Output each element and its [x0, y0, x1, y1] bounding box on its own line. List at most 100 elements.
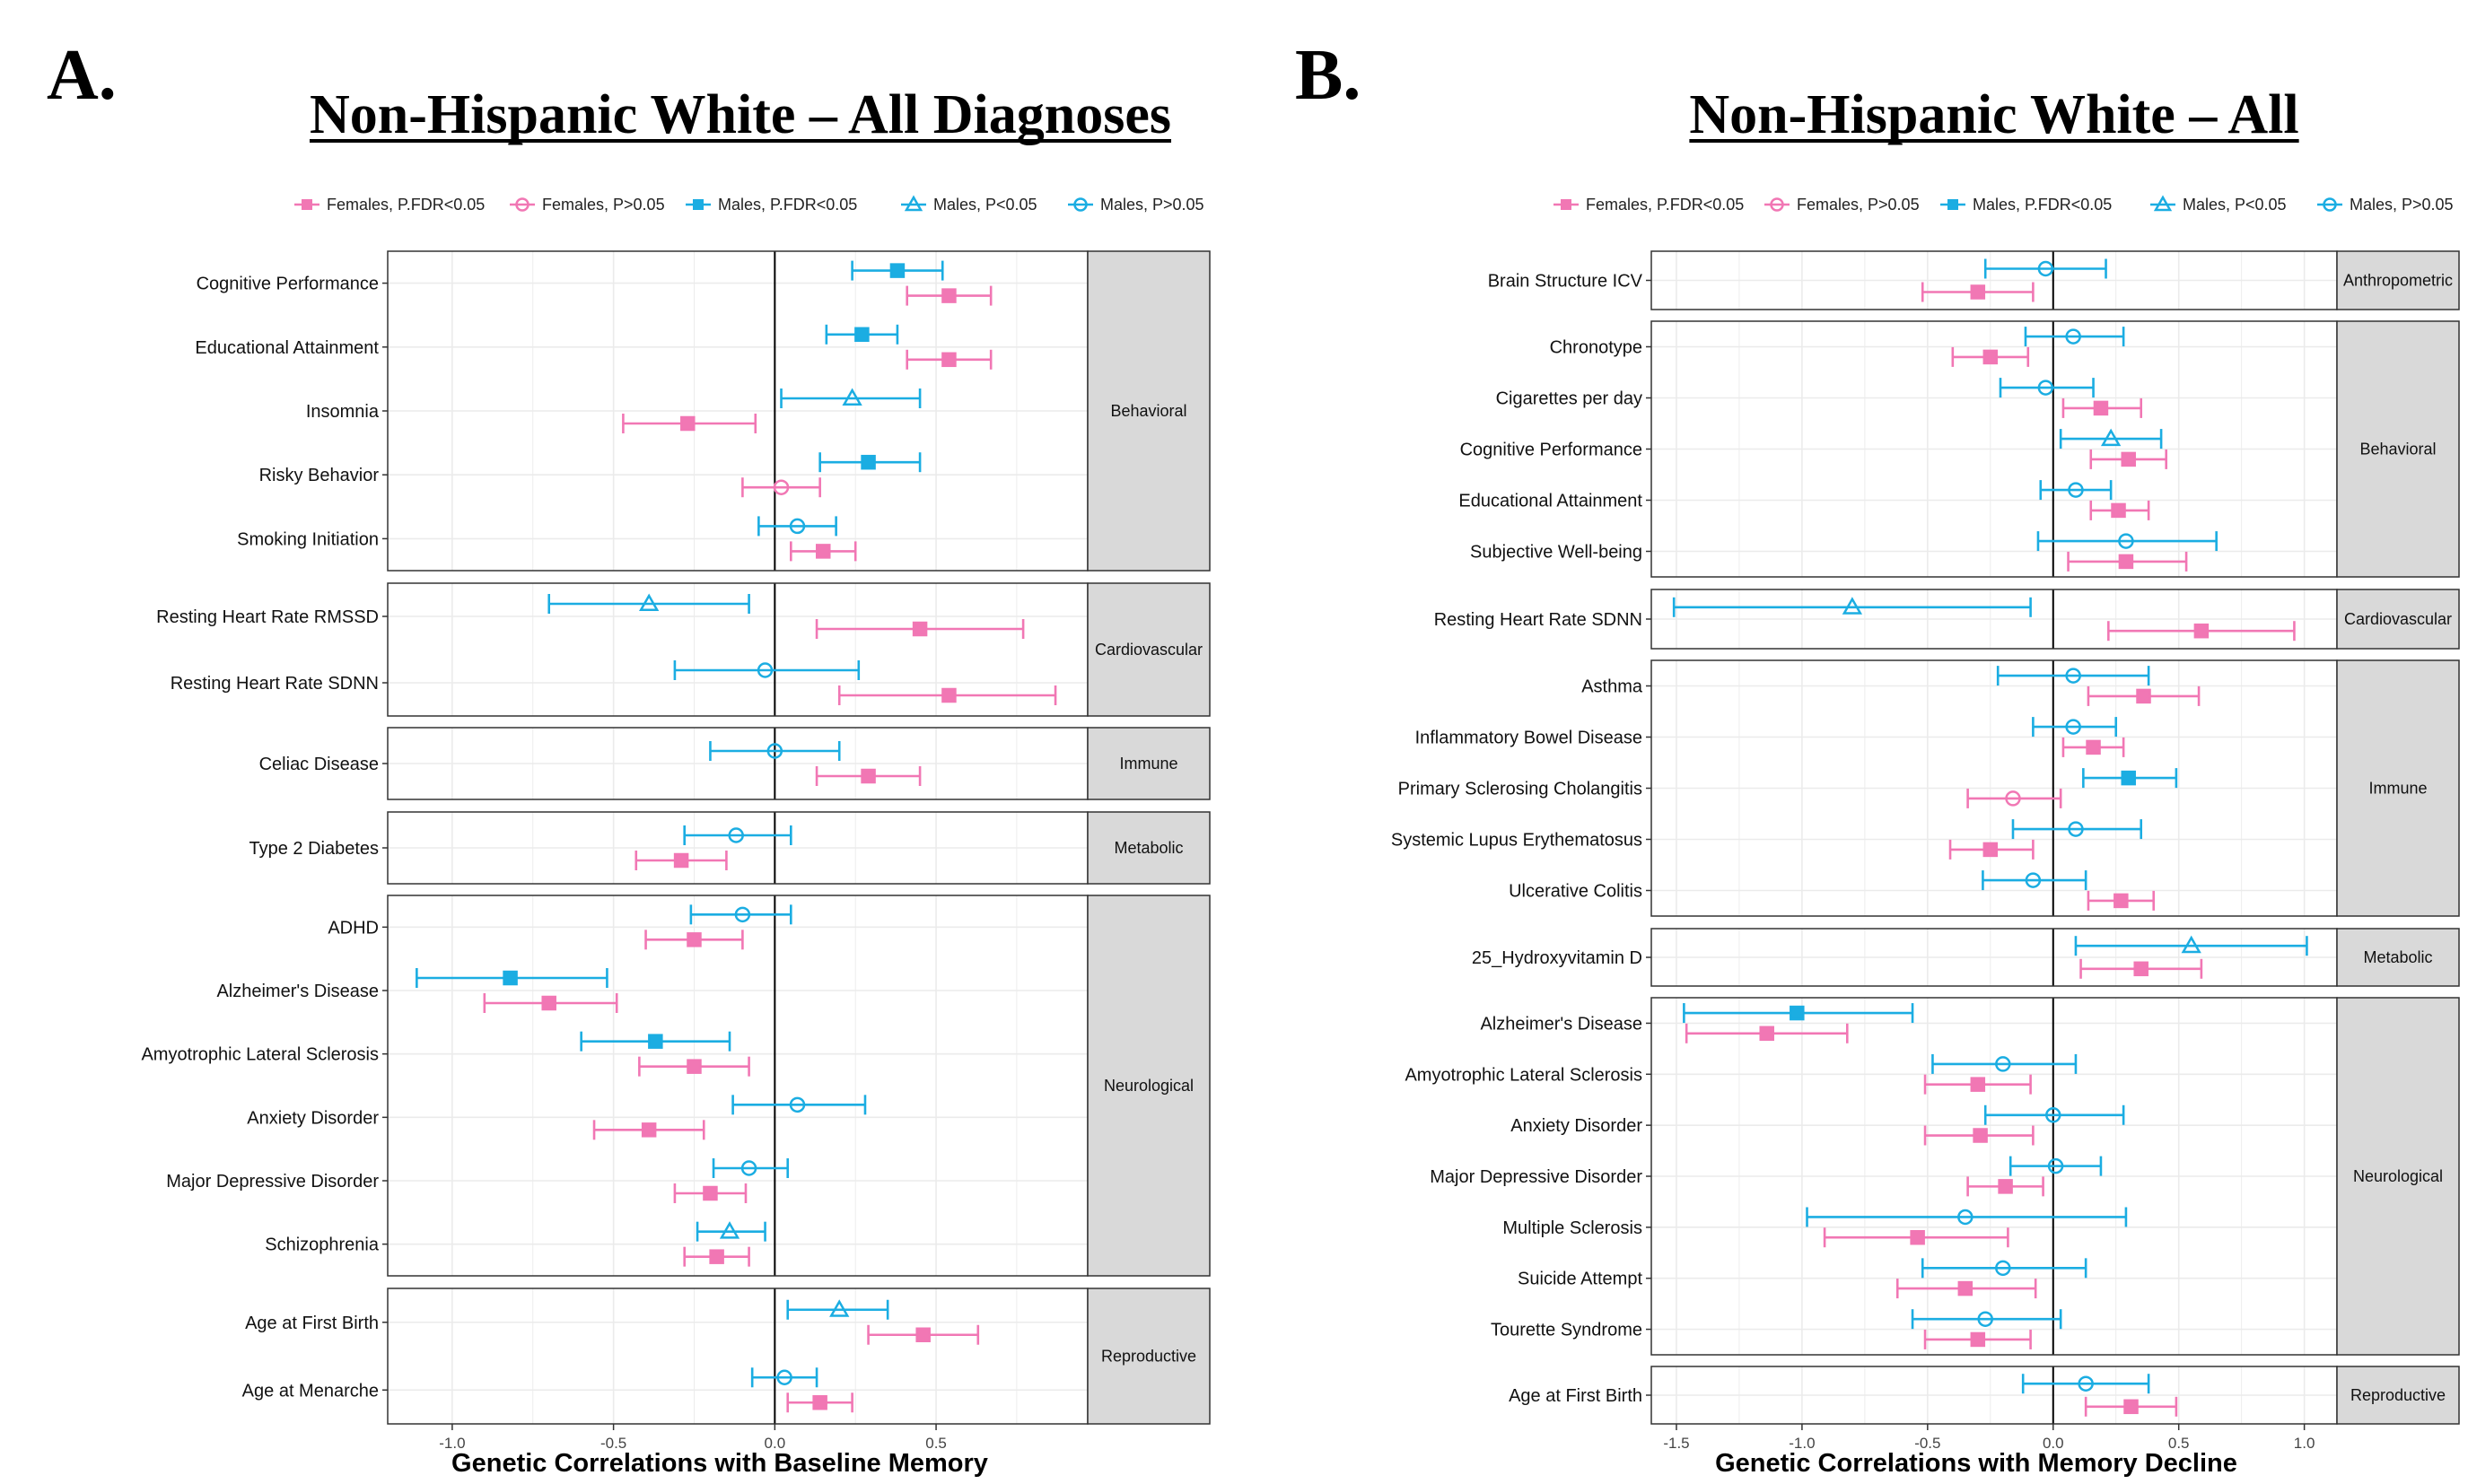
trait-label: Age at First Birth [1509, 1386, 1642, 1406]
facet-cardiovascular: Resting Heart Rate SDNN Cardiovascular [1434, 589, 2460, 650]
female-estimate [2118, 554, 2134, 570]
trait-row: Multiple Sclerosis [1502, 1207, 2128, 1248]
male-estimate [2068, 821, 2084, 837]
panel-letter: B. [1295, 36, 1361, 115]
female-estimate [1998, 1179, 2013, 1194]
panel-title: Non-Hispanic White – All [1689, 84, 2298, 145]
facet-reproductive: Age at First Birth Age at Menarche Reprodu… [242, 1288, 1211, 1425]
legend-label: Males, P.FDR<0.05 [718, 196, 857, 214]
male-estimate [2065, 719, 2081, 735]
facet-strip-label: Behavioral [1110, 402, 1186, 420]
facet-reproductive: Age at First Birth Reproductive [1509, 1366, 2460, 1425]
x-tick-label: -1.5 [1663, 1435, 1689, 1452]
trait-label: Chronotype [1550, 338, 1642, 358]
trait-label: Brain Structure ICV [1488, 272, 1643, 292]
facet-strip-label: Immune [2368, 780, 2427, 798]
legend-item: Males, P<0.05 [2150, 195, 2287, 214]
x-axis-title: Genetic Correlations with Baseline Memor… [451, 1449, 988, 1478]
legend-label: Females, P.FDR<0.05 [1586, 196, 1744, 214]
trait-row: ADHD [328, 904, 792, 950]
x-tick-label: -1.0 [1789, 1435, 1815, 1452]
x-tick-label: -1.0 [439, 1435, 465, 1452]
trait-row: Amyotrophic Lateral Sclerosis [141, 1031, 750, 1077]
facet-cardiovascular: Resting Heart Rate RMSSD Resting Heart Ra… [156, 582, 1211, 717]
trait-label: Anxiety Disorder [1510, 1116, 1642, 1136]
facet-strip [2336, 1366, 2460, 1425]
male-estimate [789, 1096, 806, 1113]
facet-strip-label: Metabolic [1114, 839, 1183, 857]
trait-label: Schizophrenia [265, 1235, 380, 1255]
facet-metabolic: 25_Hydroxyvitamin D Metabolic [1472, 928, 2460, 987]
facet-strip [1087, 1288, 1211, 1425]
facet-strip-label: Behavioral [2359, 441, 2436, 458]
trait-row: Ulcerative Colitis [1509, 870, 2156, 911]
trait-label: Cognitive Performance [197, 275, 379, 294]
male-estimate [2065, 328, 2081, 345]
trait-label: Cigarettes per day [1496, 389, 1642, 409]
trait-row: Tourette Syndrome [1491, 1309, 2062, 1349]
trait-label: Educational Attainment [195, 338, 379, 358]
facet-strip [1087, 727, 1211, 800]
legend-item: Males, P>0.05 [1068, 196, 1204, 214]
trait-label: Age at Menarche [242, 1381, 379, 1401]
facet-immune: Asthma Inflammatory Bowel Disease Primary … [1391, 659, 2460, 917]
trait-label: Anxiety Disorder [247, 1108, 379, 1128]
female-estimate [673, 852, 689, 869]
trait-row: Educational Attainment [195, 324, 993, 370]
male-estimate [648, 1034, 663, 1049]
trait-row: Major Depressive Disorder [1430, 1156, 2103, 1197]
female-estimate [941, 687, 957, 703]
trait-label: Educational Attainment [1458, 492, 1642, 511]
trait-row: Resting Heart Rate RMSSD [156, 593, 1025, 639]
female-estimate [2093, 400, 2109, 416]
female-estimate [2136, 688, 2151, 704]
trait-row: Type 2 Diabetes [249, 825, 792, 870]
male-estimate [2121, 770, 2136, 786]
male-estimate [719, 1221, 740, 1239]
facet-behavioral: Chronotype Cigarettes per day Cognitive Pe… [1458, 320, 2460, 578]
trait-label: Multiple Sclerosis [1502, 1218, 1642, 1238]
trait-label: Major Depressive Disorder [1430, 1167, 1642, 1187]
trait-label: Ulcerative Colitis [1509, 882, 1642, 902]
male-estimate [889, 263, 906, 278]
panel-title: Non-Hispanic White – All Diagnoses [310, 84, 1171, 145]
male-estimate [2037, 380, 2054, 396]
female-estimate [1982, 842, 1999, 858]
facet-background [388, 583, 1088, 716]
legend-item: Females, P>0.05 [1764, 196, 1920, 214]
male-estimate [638, 593, 660, 611]
female-estimate [687, 932, 702, 947]
trait-row: Age at Menarche [242, 1367, 853, 1413]
trait-row: Anxiety Disorder [247, 1095, 867, 1140]
legend-key-marker [515, 197, 529, 212]
legend-item: Males, P<0.05 [901, 195, 1037, 214]
male-estimate [2118, 533, 2134, 549]
trait-label: Alzheimer's Disease [216, 982, 379, 1001]
trait-label: Cognitive Performance [1460, 441, 1642, 460]
trait-label: Amyotrophic Lateral Sclerosis [141, 1045, 379, 1065]
legend-item: Females, P.FDR<0.05 [294, 196, 485, 214]
legend-key-marker [1073, 197, 1088, 212]
female-estimate [1970, 1077, 1986, 1092]
male-estimate [776, 1369, 792, 1385]
trait-row: Celiac Disease [259, 741, 922, 786]
female-estimate [861, 768, 876, 784]
facet-metabolic: Type 2 Diabetes Metabolic [249, 811, 1211, 885]
facet-strip-label: Reproductive [1101, 1348, 1196, 1366]
facet-strip-label: Neurological [1104, 1077, 1194, 1095]
legend-key-marker [693, 199, 704, 210]
male-estimate [1995, 1056, 2011, 1072]
trait-label: Resting Heart Rate SDNN [171, 674, 379, 694]
male-estimate [829, 1299, 850, 1317]
female-estimate [2121, 451, 2136, 467]
legend-key-marker [1947, 199, 1958, 210]
legend-key-marker [1770, 197, 1784, 212]
x-tick-label: 0.5 [925, 1435, 947, 1452]
trait-row: Cognitive Performance [1460, 428, 2167, 469]
female-estimate [541, 995, 556, 1011]
male-estimate [503, 970, 518, 986]
trait-label: Risky Behavior [259, 466, 380, 485]
trait-row: Schizophrenia [265, 1221, 766, 1267]
male-estimate [728, 827, 744, 843]
facet-neurological: ADHD Alzheimer's Disease Amyotrophic Later… [141, 895, 1211, 1277]
